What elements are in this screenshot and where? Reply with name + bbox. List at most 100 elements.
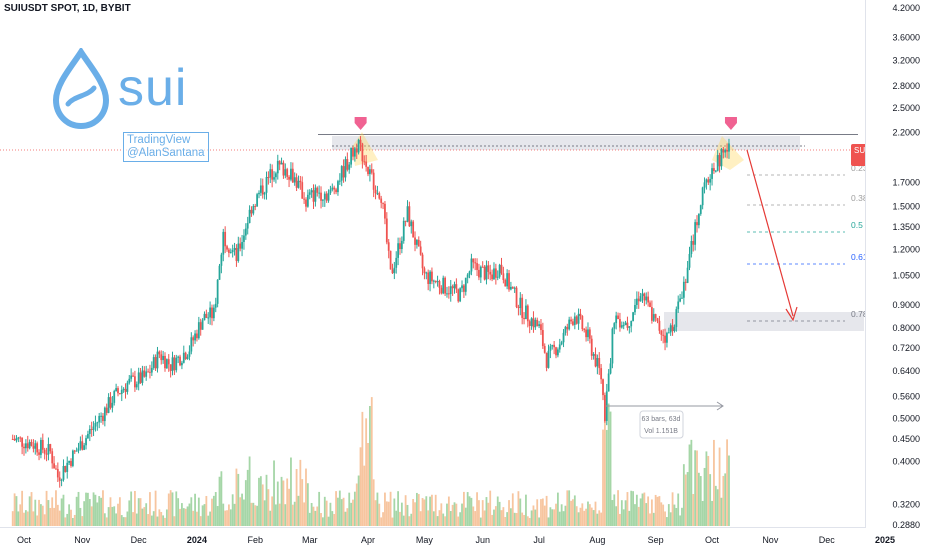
candle-body <box>434 280 437 283</box>
candle-body <box>645 296 648 301</box>
volume-bar <box>275 504 277 526</box>
candle-body <box>709 178 712 183</box>
volume-bar <box>344 511 347 526</box>
candle-body <box>113 391 116 403</box>
fibonacci-levels: 0.236 0.382 0.5 0.618 0.786 <box>747 163 873 322</box>
candle-body <box>355 148 358 153</box>
candle-body <box>340 166 343 181</box>
volume-bar <box>532 505 535 526</box>
candle-body <box>622 325 625 327</box>
candle-body <box>468 271 471 275</box>
candle-body <box>26 443 29 449</box>
candle-body <box>38 452 40 455</box>
volume-bar <box>449 511 452 526</box>
price-tick-label: 0.2880 <box>892 520 920 530</box>
candle-body <box>494 268 497 278</box>
volume-bar <box>211 498 213 526</box>
volume-bar <box>141 508 144 526</box>
volume-bar <box>83 501 86 526</box>
candle-body <box>276 160 279 174</box>
candle-body <box>682 281 685 298</box>
volume-bar <box>378 503 381 526</box>
price-tick-label: 0.4500 <box>892 434 920 444</box>
candle-body <box>603 395 606 421</box>
candle-body <box>128 378 131 383</box>
candle-body <box>338 180 341 182</box>
candle-body <box>703 182 706 188</box>
volume-bar <box>487 502 490 526</box>
candle-body <box>288 176 290 180</box>
time-tick-label: May <box>416 535 434 545</box>
candle-body <box>690 241 693 254</box>
volume-bar <box>619 513 621 526</box>
candle-body <box>331 187 334 190</box>
volume-bar <box>209 511 212 526</box>
candle-body <box>647 296 650 303</box>
volume-bar <box>459 512 462 526</box>
volume-bar <box>96 502 99 526</box>
volume-bar <box>395 510 398 526</box>
candle-body <box>244 228 247 236</box>
price-tick-label: 1.0500 <box>892 270 920 280</box>
volume-bar <box>62 494 65 526</box>
candle-body <box>609 363 612 374</box>
volume-bar <box>231 494 234 526</box>
volume-bar <box>575 506 578 526</box>
volume-bar <box>235 468 238 526</box>
candle-body <box>13 439 16 441</box>
time-tick-label: Aug <box>589 535 605 545</box>
volume-bar <box>716 489 719 526</box>
candle-body <box>658 320 661 331</box>
candle-body <box>105 407 108 413</box>
candle-body <box>197 322 200 339</box>
candle-body <box>299 180 302 183</box>
volume-bar <box>203 504 206 526</box>
candle-body <box>224 231 227 247</box>
volume-bar <box>474 511 477 526</box>
volume-bar <box>295 469 298 526</box>
candle-body <box>19 437 22 439</box>
candle-body <box>186 356 189 359</box>
volume-bar <box>322 517 324 526</box>
candle-body <box>446 293 448 295</box>
volume-bar <box>66 513 69 526</box>
volume-bar <box>297 495 300 526</box>
volume-bar <box>637 506 640 526</box>
candle-body <box>579 313 582 317</box>
candle-body <box>650 307 653 321</box>
candle-body <box>634 304 636 313</box>
price-axis-bg <box>866 0 932 550</box>
volume-bar <box>367 442 369 526</box>
candle-body <box>667 332 670 334</box>
volume-bar <box>649 513 651 526</box>
candle-body <box>628 326 631 328</box>
time-tick-label: Apr <box>361 535 375 545</box>
volume-bar <box>538 517 540 526</box>
volume-bar <box>675 507 678 526</box>
volume-bar <box>476 492 478 526</box>
candle-body <box>241 241 243 249</box>
volume-bar <box>181 503 183 526</box>
price-tick-label: 1.2000 <box>892 245 920 255</box>
candle-body <box>92 426 95 430</box>
candle-body <box>519 297 522 309</box>
volume-bar <box>265 474 268 526</box>
volume-bar <box>479 517 482 526</box>
volume-bar <box>23 512 25 526</box>
fib-label: 0.5 <box>851 220 863 230</box>
candle-body <box>286 169 289 177</box>
candle-body <box>517 306 520 309</box>
volume-bar <box>271 496 274 526</box>
watermark-line1: TradingView <box>127 134 191 146</box>
volume-bar <box>466 492 469 526</box>
volume-bar <box>218 476 221 526</box>
volume-bar <box>380 517 383 526</box>
volume-bar <box>684 474 687 526</box>
candle-body <box>402 220 405 241</box>
candle-body <box>55 468 57 470</box>
volume-bar <box>613 494 616 526</box>
volume-bar <box>352 499 354 526</box>
candle-body <box>620 325 623 328</box>
volume-bar <box>273 460 275 526</box>
